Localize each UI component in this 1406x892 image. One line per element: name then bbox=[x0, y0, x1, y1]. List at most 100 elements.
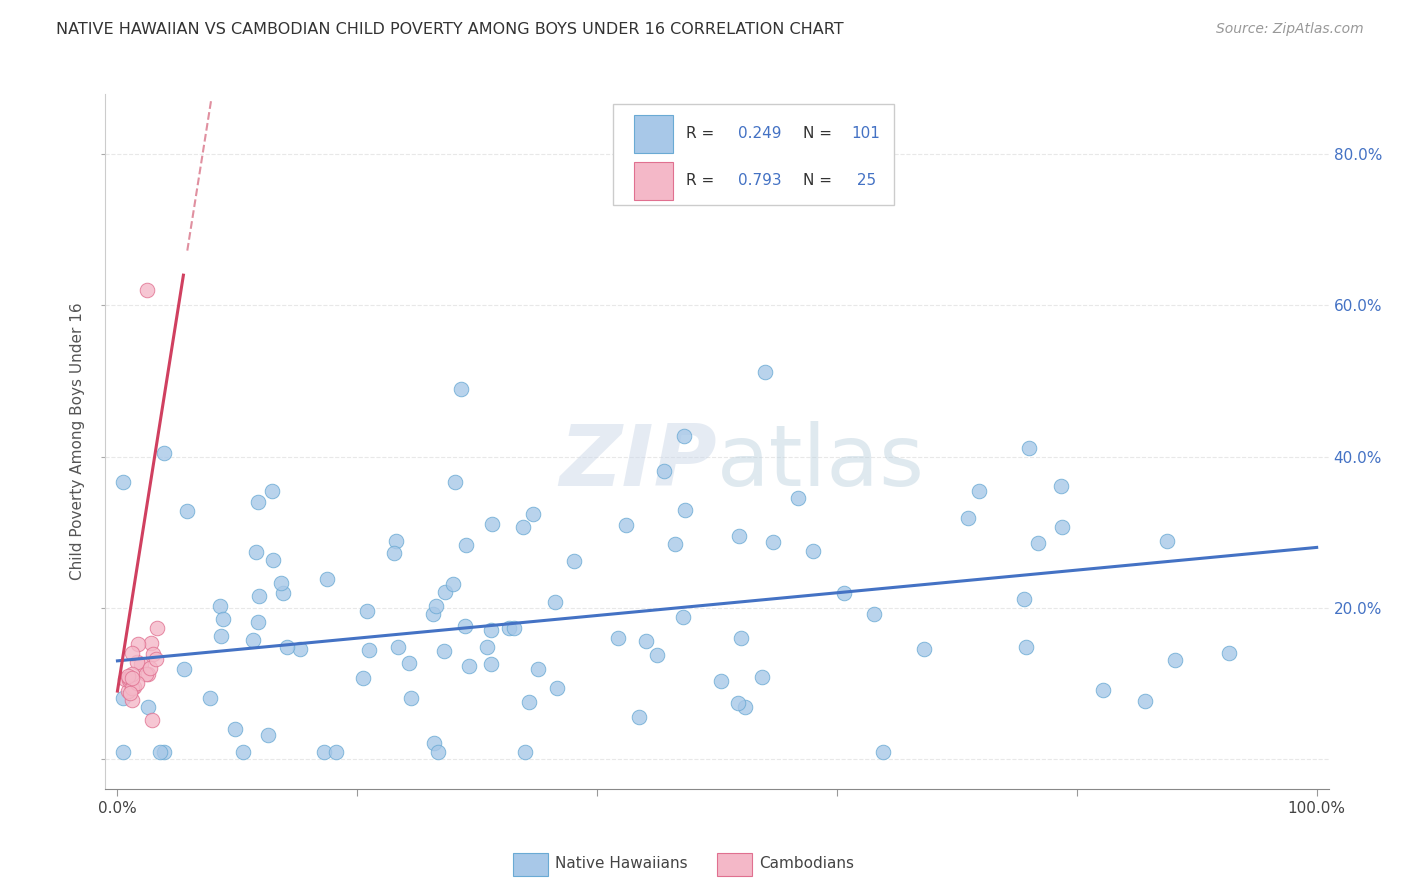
Point bbox=[801, 543, 824, 558]
Text: Cambodians: Cambodians bbox=[759, 856, 855, 871]
Point bbox=[246, 495, 269, 509]
Text: N =: N = bbox=[803, 127, 837, 141]
Point bbox=[325, 745, 347, 759]
Point bbox=[426, 745, 449, 759]
Point bbox=[1218, 646, 1240, 660]
Point bbox=[734, 700, 756, 714]
Point bbox=[122, 680, 145, 694]
Point bbox=[727, 696, 749, 710]
Point bbox=[517, 695, 540, 709]
Point bbox=[479, 657, 502, 671]
Point bbox=[127, 637, 149, 651]
Point bbox=[457, 659, 479, 673]
Point bbox=[527, 662, 550, 676]
Text: 0.793: 0.793 bbox=[738, 173, 782, 188]
Text: Source: ZipAtlas.com: Source: ZipAtlas.com bbox=[1216, 22, 1364, 37]
Point bbox=[139, 661, 162, 675]
Point bbox=[224, 722, 246, 736]
Point bbox=[129, 657, 152, 671]
Bar bbox=[634, 161, 673, 200]
Point bbox=[786, 491, 808, 505]
Point bbox=[211, 612, 233, 626]
Point bbox=[245, 545, 267, 559]
Point bbox=[121, 692, 143, 706]
Point bbox=[271, 585, 294, 599]
Point bbox=[433, 585, 456, 599]
Point bbox=[751, 670, 773, 684]
Point bbox=[454, 619, 477, 633]
Point bbox=[127, 676, 149, 690]
Y-axis label: Child Poverty Among Boys Under 16: Child Poverty Among Boys Under 16 bbox=[70, 302, 86, 581]
Point bbox=[1049, 479, 1071, 493]
Point bbox=[456, 538, 478, 552]
Point bbox=[118, 686, 141, 700]
Point bbox=[136, 699, 159, 714]
Point bbox=[479, 623, 502, 637]
Point bbox=[444, 475, 467, 490]
Point bbox=[914, 642, 936, 657]
Point bbox=[112, 745, 135, 759]
Point bbox=[730, 631, 752, 645]
Point bbox=[270, 575, 292, 590]
Point bbox=[450, 382, 472, 396]
Point bbox=[256, 728, 278, 742]
Point bbox=[173, 662, 195, 676]
Point bbox=[262, 553, 284, 567]
Point bbox=[728, 529, 751, 543]
Point bbox=[498, 621, 520, 635]
Point bbox=[145, 652, 167, 666]
Point bbox=[957, 511, 980, 525]
Point bbox=[762, 534, 785, 549]
Point bbox=[312, 745, 335, 759]
Point bbox=[153, 446, 176, 460]
Text: atlas: atlas bbox=[717, 421, 925, 504]
Text: 101: 101 bbox=[852, 127, 880, 141]
Point bbox=[636, 633, 658, 648]
Point bbox=[117, 673, 139, 687]
Point bbox=[425, 599, 447, 613]
Point bbox=[546, 681, 568, 695]
Point bbox=[114, 672, 136, 686]
Point bbox=[399, 690, 422, 705]
Point bbox=[515, 745, 537, 759]
Point bbox=[475, 640, 498, 654]
Text: N =: N = bbox=[803, 173, 837, 188]
Point bbox=[754, 365, 776, 379]
Point bbox=[481, 516, 503, 531]
Point bbox=[112, 475, 135, 489]
Point bbox=[246, 615, 269, 630]
Point bbox=[290, 641, 312, 656]
Point bbox=[522, 507, 544, 521]
Point bbox=[433, 643, 456, 657]
Point bbox=[142, 647, 165, 661]
Point bbox=[512, 520, 534, 534]
Point bbox=[121, 671, 143, 685]
Text: ZIP: ZIP bbox=[560, 421, 717, 504]
Text: 25: 25 bbox=[852, 173, 876, 188]
Point bbox=[1050, 520, 1073, 534]
Point bbox=[141, 713, 163, 727]
Point bbox=[502, 621, 524, 635]
Point bbox=[562, 554, 585, 568]
Point bbox=[117, 669, 139, 683]
Point bbox=[352, 671, 374, 685]
FancyBboxPatch shape bbox=[613, 104, 894, 205]
Point bbox=[118, 671, 141, 685]
Point bbox=[125, 655, 148, 669]
Point bbox=[672, 429, 695, 443]
Point bbox=[209, 629, 232, 643]
Point bbox=[398, 656, 420, 670]
Text: NATIVE HAWAIIAN VS CAMBODIAN CHILD POVERTY AMONG BOYS UNDER 16 CORRELATION CHART: NATIVE HAWAIIAN VS CAMBODIAN CHILD POVER… bbox=[56, 22, 844, 37]
Point bbox=[232, 745, 254, 759]
Point bbox=[208, 599, 231, 613]
Point bbox=[387, 640, 409, 655]
Point bbox=[422, 607, 444, 621]
Point bbox=[117, 684, 139, 698]
Point bbox=[607, 631, 630, 645]
Point bbox=[423, 736, 446, 750]
Point bbox=[652, 464, 675, 478]
Point bbox=[247, 589, 270, 603]
Point bbox=[141, 636, 163, 650]
Point bbox=[121, 681, 143, 695]
Point bbox=[863, 607, 886, 621]
